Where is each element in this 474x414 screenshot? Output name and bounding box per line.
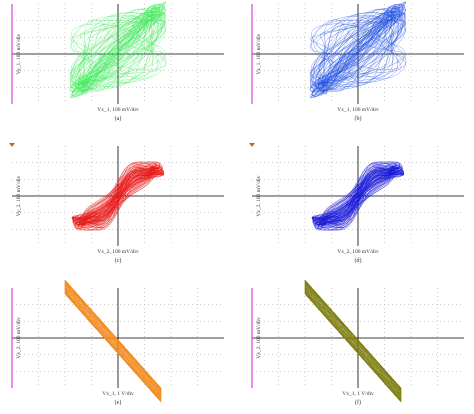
x-axis-label: Vx_2, 100 mV/div xyxy=(97,249,139,255)
x-axis-label: Vx_1, 100 mV/div xyxy=(97,107,139,113)
panel: Vx_2, 100 mV/div Vz_2, 100 mV/div (d) xyxy=(249,143,464,264)
x-axis-label: Vx_1, 1 V/div xyxy=(342,391,374,397)
caption: (e) xyxy=(115,399,122,406)
y-axis-label: Vy_2, 100 mV/div xyxy=(16,175,22,216)
y-axis-label: Vz_2, 100 mV/div xyxy=(256,175,262,216)
panel: Vx_1, 1 V/div Vx_2, 100 mV/div (f) xyxy=(251,279,464,406)
y-axis-label: Vx_2, 100 mV/div xyxy=(16,317,22,359)
marker xyxy=(249,143,255,147)
panel: Vx_1, 1 V/div Vx_2, 100 mV/div (e) xyxy=(11,279,224,406)
caption: (b) xyxy=(355,115,362,122)
x-axis-label: Vx_1, 100 mV/div xyxy=(337,107,379,113)
x-axis-label: Vx_1, 1 V/div xyxy=(102,391,134,397)
trajectory xyxy=(71,161,165,231)
y-axis-label: Vy_1, 100 mV/div xyxy=(16,33,22,74)
y-axis-label: Vz_1, 100 mV/div xyxy=(256,33,262,74)
caption: (c) xyxy=(115,257,122,264)
caption: (d) xyxy=(355,257,362,264)
y-axis-label: Vx_2, 100 mV/div xyxy=(256,317,262,359)
x-axis-label: Vx_2, 100 mV/div xyxy=(337,249,379,255)
panel: Vx_1, 100 mV/div Vz_1, 100 mV/div (b) xyxy=(251,1,464,122)
marker xyxy=(9,143,15,147)
trajectory xyxy=(311,161,405,231)
panel: Vx_1, 100 mV/div Vy_1, 100 mV/div (a) xyxy=(11,1,224,122)
panel: Vx_2, 100 mV/div Vy_2, 100 mV/div (c) xyxy=(9,143,224,264)
trajectory xyxy=(64,279,162,403)
trajectory xyxy=(69,1,167,99)
caption: (a) xyxy=(115,115,122,122)
trajectory xyxy=(304,279,402,403)
trajectory xyxy=(309,1,407,99)
caption: (f) xyxy=(355,399,361,406)
